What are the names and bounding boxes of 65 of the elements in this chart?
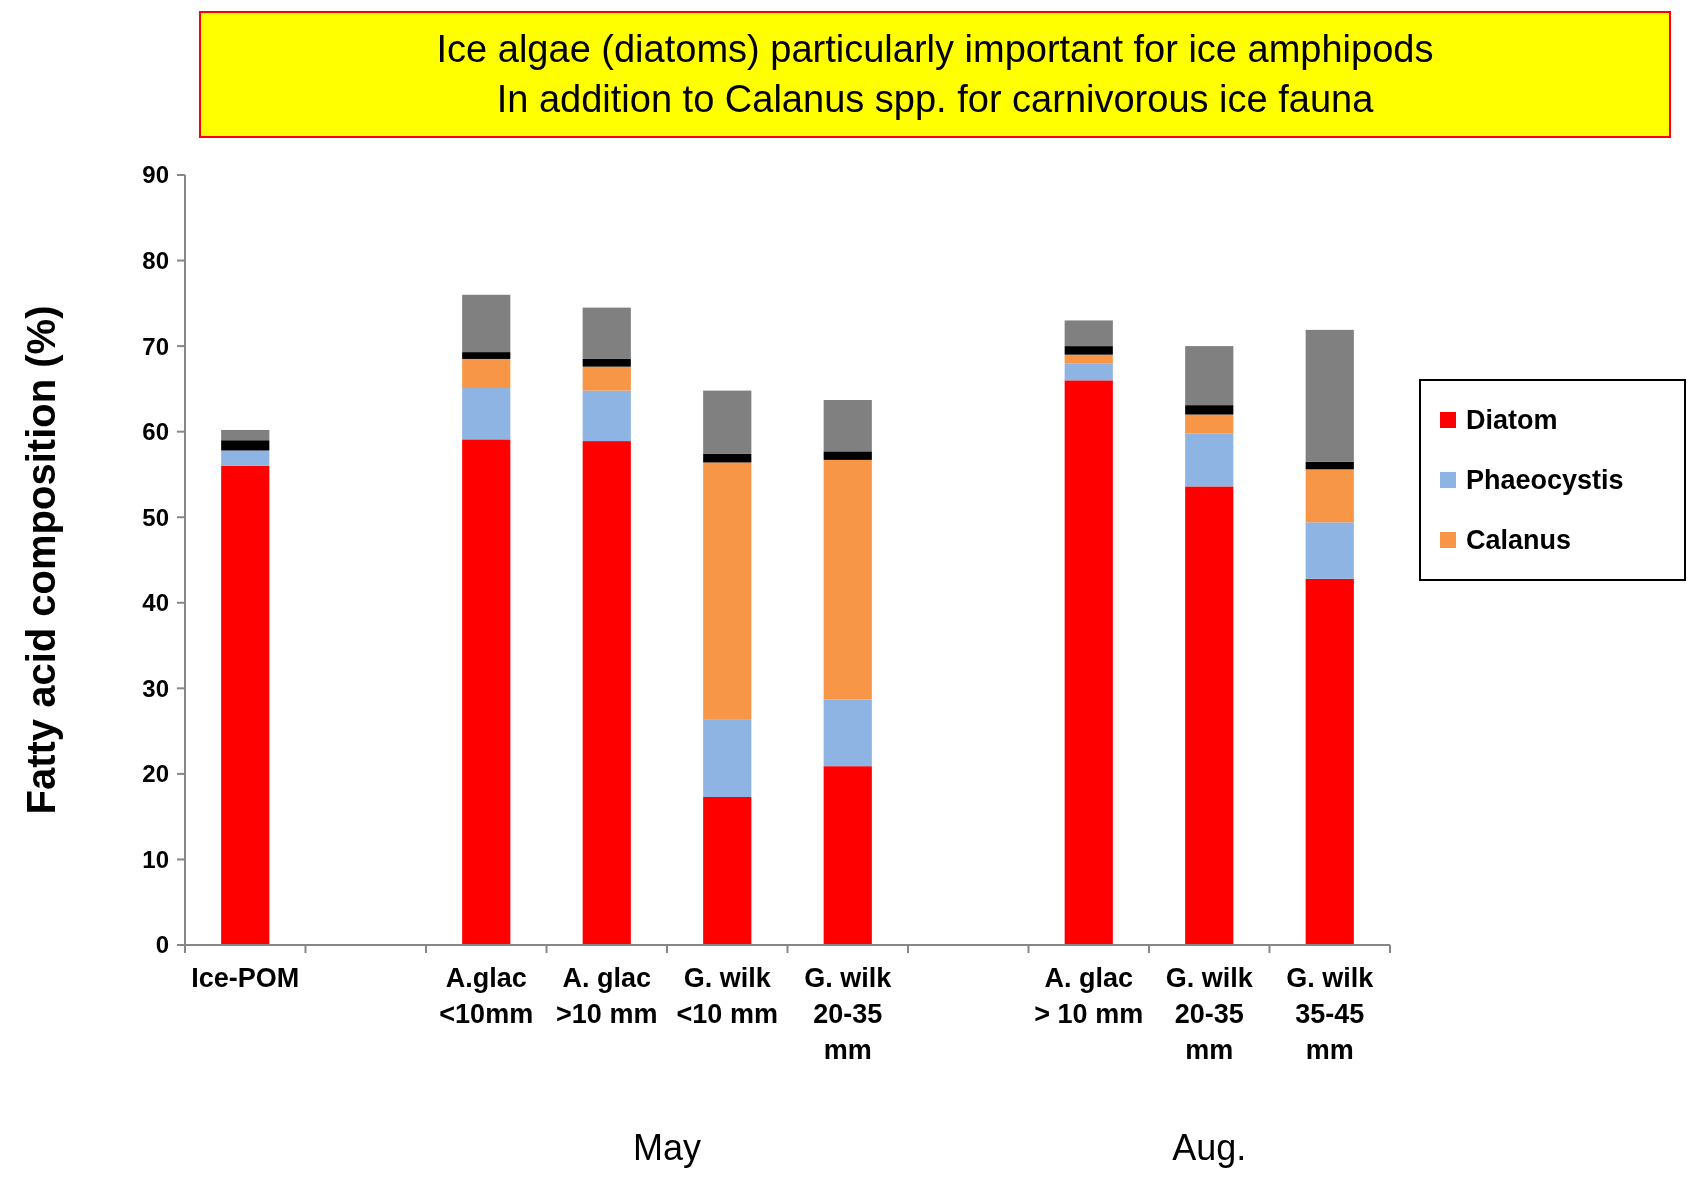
bar [703, 390, 752, 454]
legend-label: Calanus [1466, 525, 1572, 556]
bar [823, 451, 872, 460]
bar [703, 796, 752, 945]
y-tick-label: 10 [142, 845, 169, 873]
bar [221, 440, 270, 451]
x-tick-label: A. glac > 10 mm [1034, 963, 1144, 1029]
y-tick-label: 40 [142, 589, 169, 617]
x-tick-label: Ice-POM [191, 963, 300, 993]
bar [462, 358, 511, 389]
bar [1064, 363, 1113, 381]
bar [703, 462, 752, 720]
bar [1185, 405, 1234, 415]
bar [1185, 414, 1234, 434]
bar [1185, 346, 1234, 406]
y-tick-label: 60 [142, 418, 169, 446]
bar [823, 459, 872, 700]
y-tick-label: 30 [142, 674, 169, 702]
bar [582, 441, 631, 945]
bar [582, 366, 631, 391]
legend-label: Diatom [1466, 405, 1558, 436]
y-axis-title: Fatty acid composition (%) [19, 305, 63, 815]
bar [703, 453, 752, 463]
bar [1305, 461, 1354, 470]
text: Aug. [1172, 1127, 1247, 1168]
text: May [632, 1127, 702, 1168]
y-tick-label: 50 [142, 503, 169, 531]
x-tick-label: G. wilk 20-35 mm [1165, 963, 1254, 1065]
bar [1185, 486, 1234, 945]
bar [462, 294, 511, 353]
bar [1185, 433, 1234, 487]
x-tick-label: G. wilk 35-45 mm [1286, 963, 1375, 1065]
text: Ice algae (diatoms) particularly important for ice amphipods [436, 28, 1434, 70]
bar [1064, 354, 1113, 364]
bar [462, 439, 511, 945]
bar [1064, 320, 1113, 347]
bar [221, 429, 270, 441]
x-tick-label: G. wilk <10 mm [676, 963, 778, 1029]
text: In addition to Calanus spp. for carnivorous ice fauna [496, 78, 1375, 120]
y-tick-label: 80 [142, 246, 169, 274]
bar [462, 388, 511, 440]
x-tick-label: A.glac <10mm [439, 963, 534, 1029]
y-tick-label: 20 [142, 760, 169, 788]
x-tick-label: G. wilk 20-35 mm [804, 963, 893, 1065]
bar [1305, 578, 1354, 945]
bar [582, 307, 631, 359]
bar [221, 450, 270, 466]
bar [1064, 346, 1113, 355]
bar [462, 352, 511, 359]
y-tick-label: 90 [142, 161, 169, 189]
bar [703, 719, 752, 797]
bar [582, 390, 631, 442]
bar [1305, 329, 1354, 462]
bar [1305, 522, 1354, 579]
bar [823, 699, 872, 767]
bar [1064, 380, 1113, 945]
bar [582, 358, 631, 367]
y-tick-label: 0 [155, 931, 169, 959]
y-tick-label: 70 [142, 332, 169, 360]
bar [823, 400, 872, 452]
bar [1305, 469, 1354, 523]
x-tick-label: A. glac >10 mm [556, 963, 658, 1029]
bar [221, 465, 270, 945]
bar [823, 766, 872, 945]
legend-label: Phaeocystis [1466, 465, 1624, 496]
